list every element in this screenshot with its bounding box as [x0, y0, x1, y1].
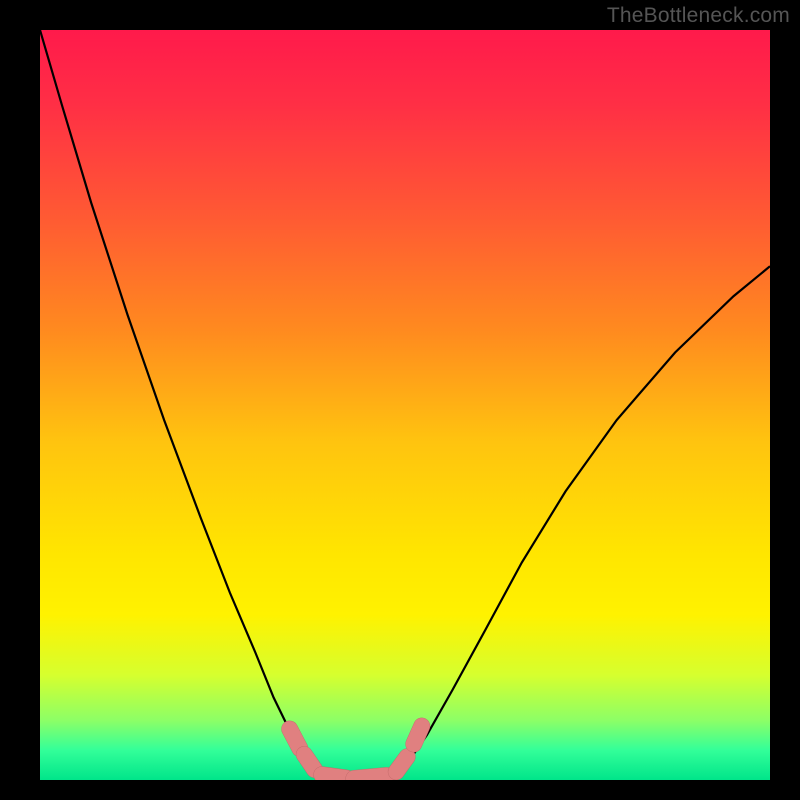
marker-capsule: [354, 776, 387, 779]
marker-capsule: [290, 729, 300, 749]
marker-capsule: [304, 755, 314, 770]
bottleneck-plot: [0, 0, 800, 800]
watermark-text: TheBottleneck.com: [607, 4, 790, 28]
chart-frame: TheBottleneck.com: [0, 0, 800, 800]
gradient-background: [40, 30, 770, 780]
marker-capsule: [322, 775, 347, 778]
marker-capsule: [414, 726, 422, 744]
marker-capsule: [396, 757, 407, 772]
